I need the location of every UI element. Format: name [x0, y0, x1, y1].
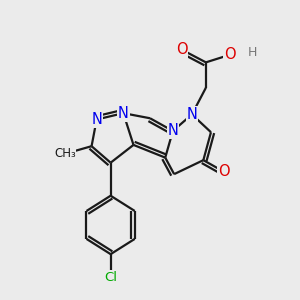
Text: N: N	[167, 123, 178, 138]
Text: CH₃: CH₃	[54, 147, 76, 160]
Text: Cl: Cl	[104, 271, 117, 284]
Text: O: O	[176, 42, 188, 57]
Text: H: H	[248, 46, 257, 59]
Text: O: O	[224, 47, 236, 62]
Text: N: N	[118, 106, 129, 121]
Text: N: N	[187, 107, 197, 122]
Text: N: N	[91, 112, 102, 127]
Text: O: O	[218, 164, 230, 179]
